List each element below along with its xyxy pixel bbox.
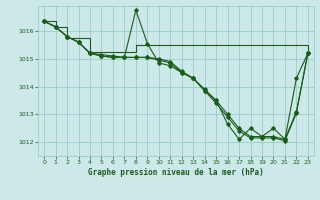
X-axis label: Graphe pression niveau de la mer (hPa): Graphe pression niveau de la mer (hPa) bbox=[88, 168, 264, 177]
